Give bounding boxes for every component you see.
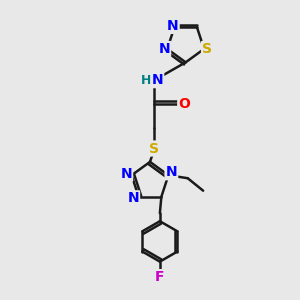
Text: N: N <box>152 73 163 87</box>
Text: N: N <box>121 167 132 181</box>
Text: H: H <box>141 74 151 87</box>
Text: N: N <box>166 165 177 179</box>
Text: F: F <box>155 270 165 284</box>
Text: N: N <box>128 191 139 205</box>
Text: N: N <box>167 19 178 33</box>
Text: N: N <box>158 42 170 56</box>
Text: S: S <box>202 42 212 56</box>
Text: O: O <box>178 97 190 111</box>
Text: S: S <box>149 142 160 155</box>
